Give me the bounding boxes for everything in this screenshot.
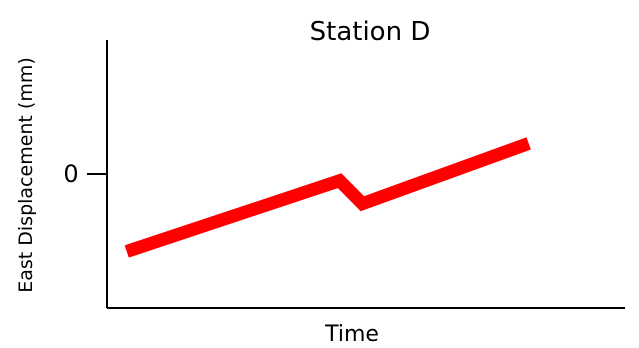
chart-title: Station D [310, 17, 431, 47]
y-ticks: 0 [63, 160, 107, 188]
y-tick-label-0: 0 [63, 160, 78, 188]
y-axis-label: East Displacement (mm) [15, 57, 37, 293]
x-axis-label: Time [324, 322, 379, 347]
series-group [124, 137, 531, 258]
series-line-0 [124, 137, 531, 258]
